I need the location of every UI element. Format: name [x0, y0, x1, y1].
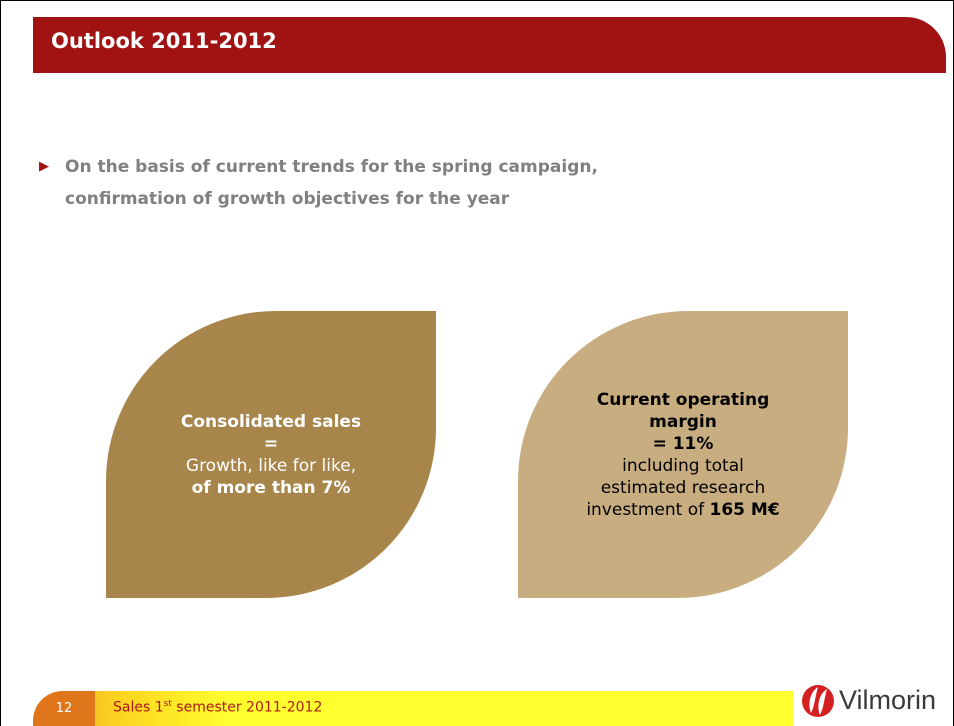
leaf-line: including total — [622, 455, 744, 477]
leaf-margin: Current operating margin = 11% including to… — [518, 311, 848, 598]
leaf-line: investment of 165 M€ — [586, 499, 779, 521]
leaf-text: margin — [649, 411, 717, 432]
footer-sup: st — [163, 699, 172, 709]
bullet-marker: ▶ — [39, 159, 49, 174]
leaf-line: Consolidated sales — [181, 411, 361, 433]
leaf-text: Current operating — [596, 389, 770, 410]
page-number: 12 — [33, 691, 95, 726]
leaf-line: estimated research — [601, 477, 766, 499]
title: Outlook 2011-2012 — [51, 29, 277, 53]
footer-text: Sales 1st semester 2011-2012 — [113, 699, 322, 716]
bullet-line: confirmation of growth objectives for th… — [65, 189, 510, 209]
footer-main: Sales 1 — [113, 699, 164, 716]
footer-bar — [33, 691, 793, 726]
logo-icon — [802, 685, 834, 717]
leaf-text: including total — [622, 455, 744, 476]
leaf-text: investment of — [586, 499, 710, 520]
bullet-text: On the basis of current trends for the s… — [65, 151, 598, 215]
logo: Vilmorin — [801, 683, 953, 723]
leaf-line: margin — [649, 411, 717, 433]
leaf-text: = 11% — [652, 433, 714, 454]
leaf-text: = — [263, 433, 279, 454]
leaf-line: of more than 7% — [192, 477, 351, 499]
leaf-line: = — [264, 433, 278, 455]
leaf-text-bold: 165 M€ — [709, 499, 780, 520]
leaf-sales: Consolidated sales = Growth, like for like… — [106, 311, 436, 598]
footer-rest: semester 2011-2012 — [171, 699, 323, 716]
leaf-text: estimated research — [600, 477, 766, 498]
bullet-line: On the basis of current trends for the s… — [65, 157, 598, 177]
leaf-line: = 11% — [653, 433, 714, 455]
leaf-text: Consolidated sales — [180, 411, 362, 432]
leaf-line: Growth, like for like, — [186, 455, 356, 477]
leaf-line: Current operating — [597, 389, 769, 411]
header-bar: Outlook 2011-2012 — [33, 17, 946, 73]
logo-text: Vilmorin — [839, 685, 937, 715]
leaf-text: Growth, like for like, — [185, 455, 357, 476]
leaf-text: of more than 7% — [191, 477, 351, 498]
